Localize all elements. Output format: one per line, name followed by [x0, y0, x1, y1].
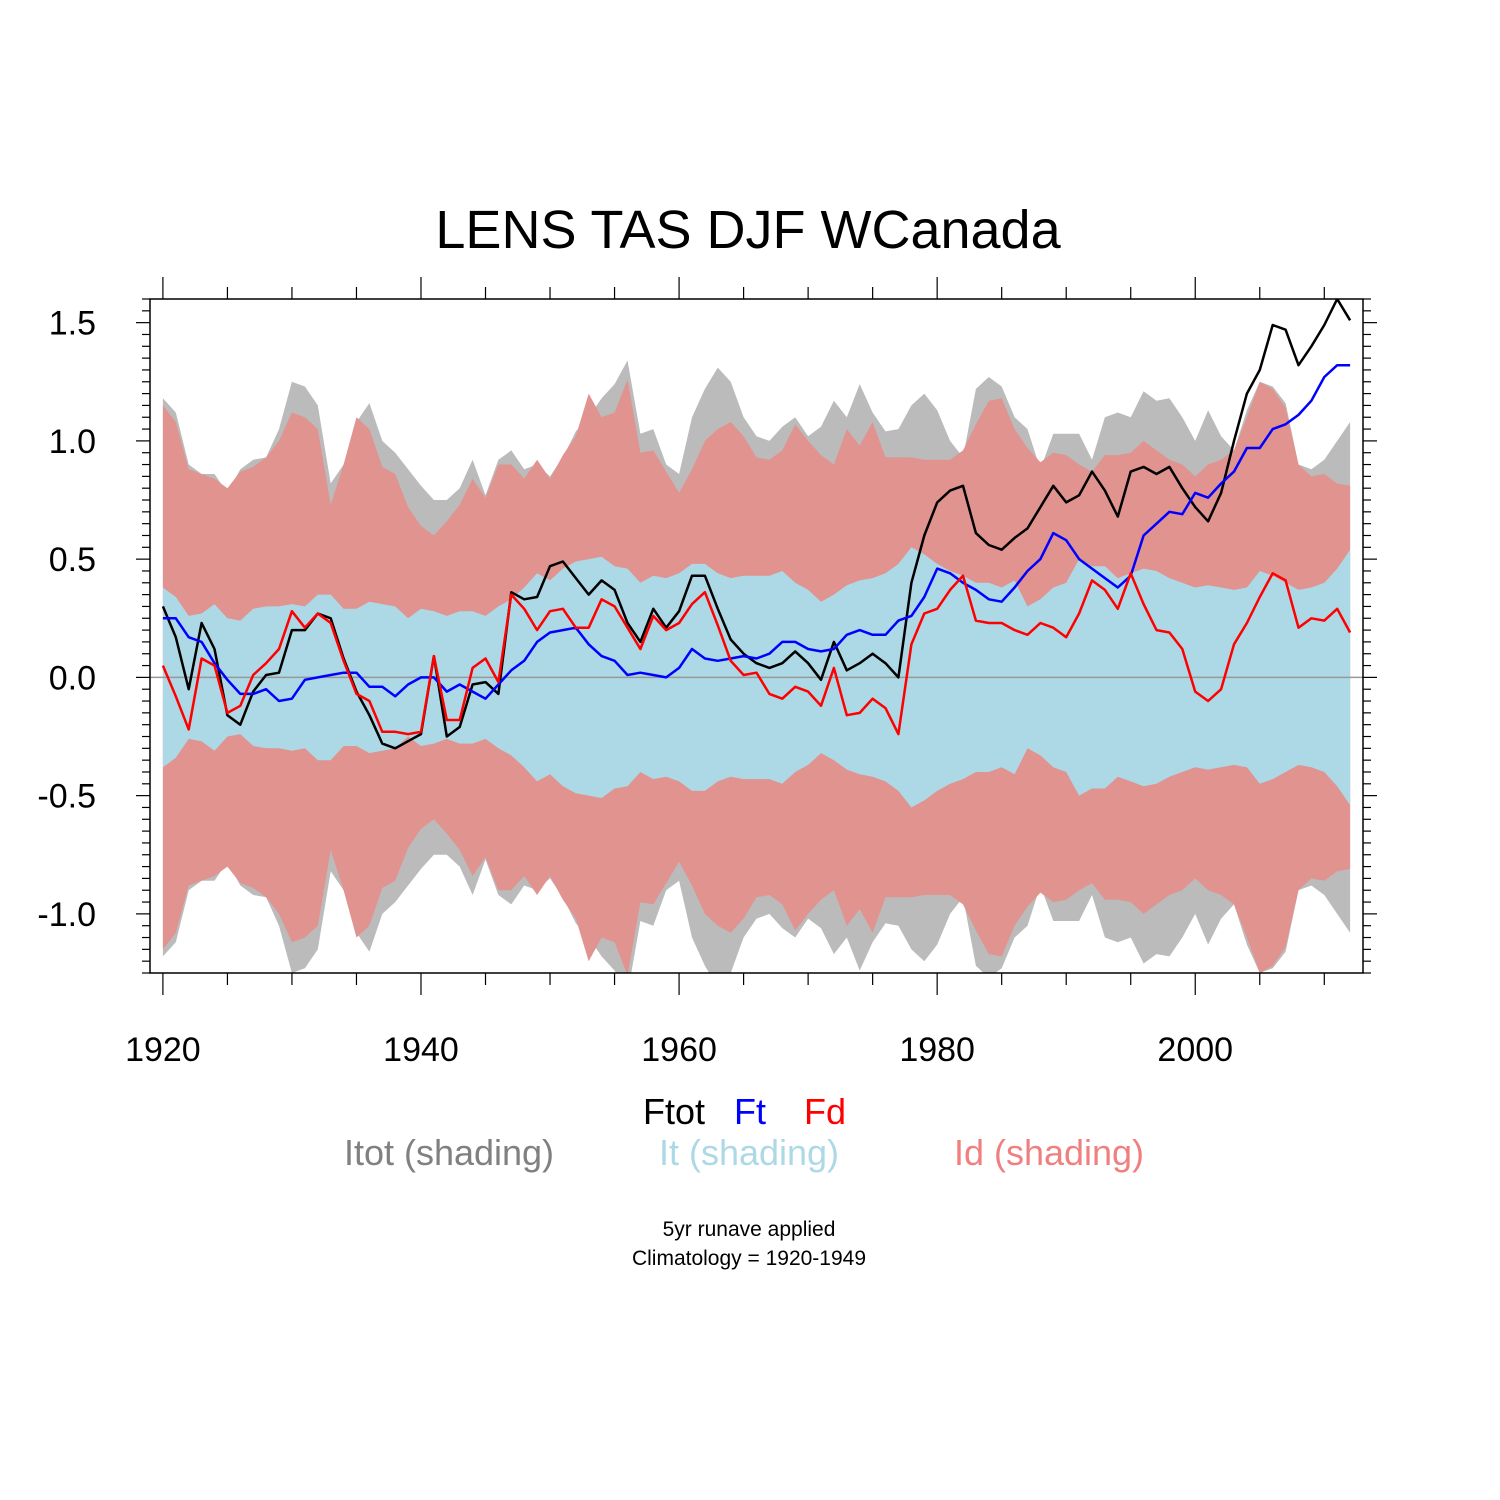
legend-ftot: Ftot	[643, 1091, 705, 1132]
legend-id: Id (shading)	[954, 1132, 1144, 1173]
series-line-ftot	[161, 299, 1352, 750]
y-tick-label: 0.5	[49, 541, 96, 579]
y-tick-label: 0.0	[49, 659, 96, 697]
plot-frame	[149, 298, 1364, 974]
note-runave: 5yr runave applied	[663, 1218, 836, 1241]
y-tick-label: 1.0	[49, 423, 96, 461]
x-tick-label: 1920	[125, 1031, 201, 1069]
series-line-fd	[161, 572, 1352, 736]
chart-title: LENS TAS DJF WCanada	[435, 200, 1061, 260]
x-axis-labels: 1920 1940 1960 1980 2000	[125, 1031, 1233, 1069]
x-tick-label: 2000	[1157, 1031, 1233, 1069]
legend-itot: Itot (shading)	[344, 1132, 554, 1173]
legend-ft: Ft	[734, 1091, 766, 1132]
x-tick-label: 1960	[641, 1031, 717, 1069]
axis-ticks	[136, 277, 1377, 995]
y-tick-label: 1.5	[49, 305, 96, 343]
series-line-ft	[162, 363, 1351, 703]
shading-bands	[162, 360, 1351, 973]
x-tick-label: 1940	[383, 1031, 459, 1069]
series-lines	[161, 299, 1352, 750]
note-climatology: Climatology = 1920-1949	[632, 1247, 866, 1270]
legend: Ftot Ft Fd Itot (shading) It (shading) I…	[344, 1091, 1144, 1173]
y-axis-labels: -1.0 -0.5 0.0 0.5 1.0 1.5	[37, 305, 96, 934]
legend-fd: Fd	[804, 1091, 846, 1132]
legend-it: It (shading)	[659, 1132, 839, 1173]
x-tick-label: 1980	[899, 1031, 975, 1069]
y-tick-label: -1.0	[37, 896, 96, 934]
y-tick-label: -0.5	[37, 778, 96, 816]
